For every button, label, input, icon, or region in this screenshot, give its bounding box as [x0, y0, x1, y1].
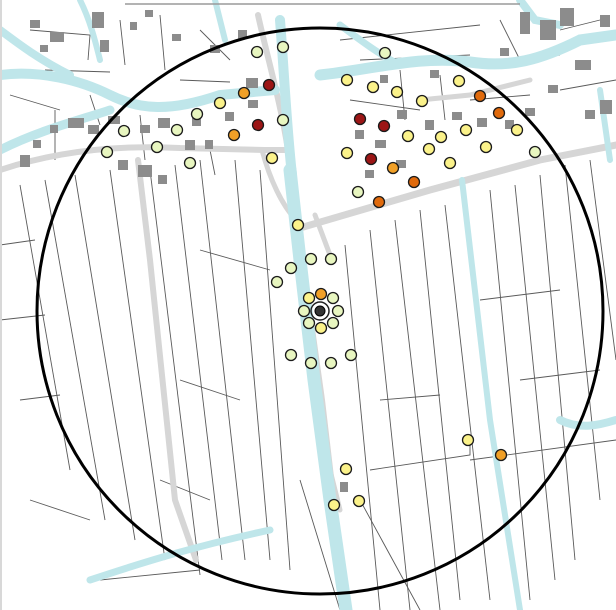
sample-point-very-low[interactable]: [270, 275, 284, 289]
sample-point-low[interactable]: [415, 94, 429, 108]
sample-point-low[interactable]: [434, 130, 448, 144]
sample-point-very-low[interactable]: [100, 145, 114, 159]
sample-point-very-low[interactable]: [324, 356, 338, 370]
sample-point-low[interactable]: [479, 140, 493, 154]
sample-point-very-low[interactable]: [183, 156, 197, 170]
parcel-lines: [0, 14, 616, 610]
sample-point-very-low[interactable]: [276, 40, 290, 54]
sample-point-low[interactable]: [291, 218, 305, 232]
sample-point-very-low[interactable]: [331, 304, 345, 318]
sample-point-high[interactable]: [473, 89, 487, 103]
sample-point-very-low[interactable]: [284, 261, 298, 275]
sample-point-medium[interactable]: [227, 128, 241, 142]
buildings: [20, 8, 612, 492]
sample-point-very-low[interactable]: [302, 316, 316, 330]
sample-point-very-high[interactable]: [353, 112, 367, 126]
sample-point-low[interactable]: [265, 151, 279, 165]
sample-point-very-low[interactable]: [326, 291, 340, 305]
sample-point-low[interactable]: [213, 96, 227, 110]
sample-point-very-low[interactable]: [378, 46, 392, 60]
sample-points: [100, 40, 542, 512]
sample-point-low[interactable]: [327, 498, 341, 512]
sample-point-very-low[interactable]: [344, 348, 358, 362]
sample-point-low[interactable]: [302, 291, 316, 305]
sample-point-low[interactable]: [401, 129, 415, 143]
sample-point-low[interactable]: [366, 80, 380, 94]
sample-point-very-low[interactable]: [326, 316, 340, 330]
sample-point-medium[interactable]: [314, 287, 328, 301]
sample-point-medium[interactable]: [237, 86, 251, 100]
center-marker[interactable]: [310, 301, 330, 321]
sample-point-very-low[interactable]: [150, 140, 164, 154]
sample-point-low[interactable]: [340, 73, 354, 87]
sample-point-very-high[interactable]: [377, 119, 391, 133]
sample-point-low[interactable]: [443, 156, 457, 170]
sample-point-very-low[interactable]: [284, 348, 298, 362]
sample-point-high[interactable]: [492, 106, 506, 120]
sample-point-very-low[interactable]: [117, 124, 131, 138]
sample-point-very-low[interactable]: [190, 107, 204, 121]
sample-point-very-high[interactable]: [251, 118, 265, 132]
sample-point-low[interactable]: [390, 85, 404, 99]
sample-point-very-low[interactable]: [528, 145, 542, 159]
sample-point-low[interactable]: [459, 123, 473, 137]
sample-point-very-high[interactable]: [364, 152, 378, 166]
center-marker-outer-ring: [310, 301, 330, 321]
sample-point-low[interactable]: [352, 494, 366, 508]
sample-point-medium[interactable]: [386, 161, 400, 175]
sample-point-low[interactable]: [339, 462, 353, 476]
sample-point-very-low[interactable]: [324, 252, 338, 266]
map-frame-left: [0, 0, 2, 610]
sample-point-low[interactable]: [452, 74, 466, 88]
sample-point-very-low[interactable]: [276, 113, 290, 127]
sample-point-very-low[interactable]: [304, 252, 318, 266]
sample-point-very-low[interactable]: [250, 45, 264, 59]
sample-point-low[interactable]: [340, 146, 354, 160]
sample-point-very-low[interactable]: [297, 304, 311, 318]
sample-point-low[interactable]: [314, 321, 328, 335]
sample-point-low[interactable]: [510, 123, 524, 137]
sample-point-high[interactable]: [407, 175, 421, 189]
sample-point-low[interactable]: [461, 433, 475, 447]
center-marker-dot: [314, 305, 326, 317]
sample-point-high[interactable]: [372, 195, 386, 209]
sample-point-very-high[interactable]: [262, 78, 276, 92]
sample-point-medium[interactable]: [494, 448, 508, 462]
buffer-ring: [35, 26, 605, 596]
sample-point-very-low[interactable]: [351, 185, 365, 199]
sample-point-very-low[interactable]: [170, 123, 184, 137]
sample-point-low[interactable]: [422, 142, 436, 156]
sample-point-very-low[interactable]: [304, 356, 318, 370]
